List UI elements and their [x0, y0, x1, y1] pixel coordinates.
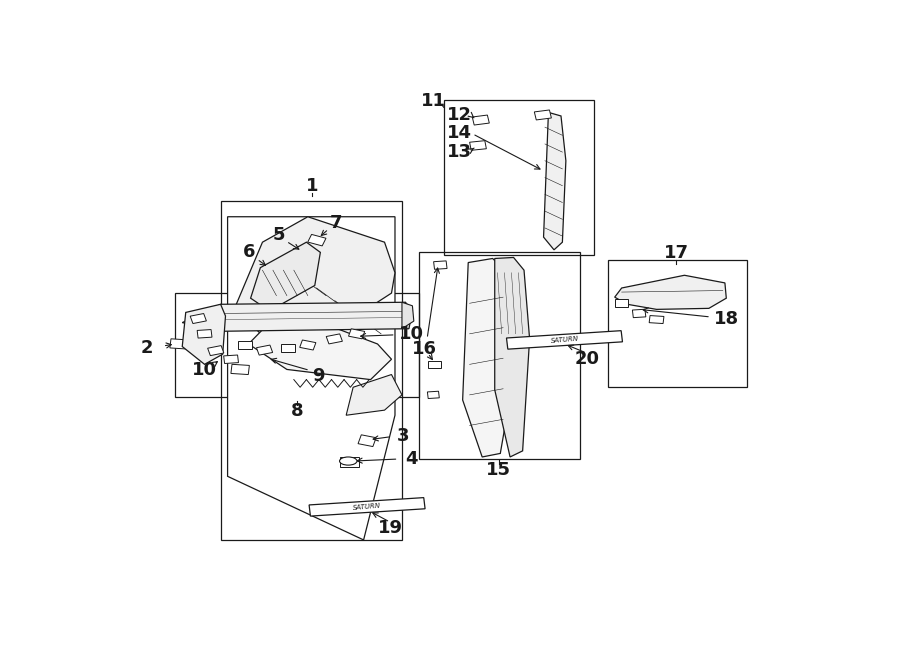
Text: SATURN: SATURN [353, 502, 382, 511]
Text: 4: 4 [405, 450, 418, 468]
Polygon shape [470, 141, 486, 150]
Polygon shape [340, 457, 359, 467]
Bar [176, 293, 419, 397]
Polygon shape [280, 343, 296, 353]
Polygon shape [231, 364, 249, 375]
Text: SATURN: SATURN [550, 336, 579, 344]
Text: 2: 2 [141, 339, 154, 357]
Polygon shape [224, 356, 238, 363]
Text: 6: 6 [243, 243, 256, 261]
Text: 13: 13 [447, 143, 473, 161]
Polygon shape [616, 299, 628, 307]
Polygon shape [182, 304, 226, 364]
Polygon shape [463, 258, 511, 457]
Polygon shape [633, 309, 646, 318]
Text: 14: 14 [447, 124, 473, 141]
Polygon shape [349, 330, 364, 338]
Polygon shape [428, 391, 439, 399]
Polygon shape [472, 115, 490, 125]
Text: 8: 8 [291, 402, 303, 420]
Polygon shape [346, 375, 402, 415]
Bar [419, 253, 580, 459]
Bar [220, 202, 402, 540]
Text: 20: 20 [574, 350, 599, 368]
Text: 15: 15 [486, 461, 511, 479]
Text: 18: 18 [714, 309, 739, 328]
Text: 11: 11 [421, 92, 446, 110]
Polygon shape [238, 341, 252, 349]
Polygon shape [208, 346, 223, 355]
Polygon shape [309, 498, 425, 516]
Text: 9: 9 [312, 367, 325, 385]
Polygon shape [170, 339, 191, 349]
Polygon shape [358, 435, 376, 447]
Bar [444, 100, 594, 255]
Bar [608, 260, 747, 387]
Polygon shape [300, 340, 316, 350]
Polygon shape [257, 346, 272, 354]
Polygon shape [197, 330, 212, 338]
Text: 5: 5 [273, 225, 284, 243]
Text: 19: 19 [378, 520, 402, 537]
Polygon shape [434, 261, 447, 269]
Polygon shape [250, 242, 320, 311]
Text: 16: 16 [412, 340, 436, 358]
Polygon shape [191, 314, 206, 323]
Text: 10: 10 [399, 325, 424, 343]
Text: 17: 17 [663, 245, 688, 262]
Polygon shape [308, 235, 326, 246]
Polygon shape [615, 275, 726, 309]
Polygon shape [326, 334, 342, 344]
Text: 3: 3 [397, 426, 410, 445]
Text: 7: 7 [329, 214, 342, 232]
Polygon shape [235, 217, 395, 339]
Polygon shape [544, 112, 566, 250]
Polygon shape [402, 302, 414, 329]
Polygon shape [535, 110, 552, 120]
Text: 12: 12 [447, 106, 473, 124]
Text: 10: 10 [192, 362, 217, 379]
Polygon shape [182, 302, 412, 331]
Polygon shape [248, 308, 392, 379]
Polygon shape [228, 217, 395, 540]
Polygon shape [428, 360, 441, 368]
Polygon shape [495, 258, 529, 457]
Ellipse shape [339, 457, 357, 465]
Polygon shape [649, 315, 664, 323]
Text: 1: 1 [306, 177, 319, 195]
Polygon shape [507, 330, 623, 349]
